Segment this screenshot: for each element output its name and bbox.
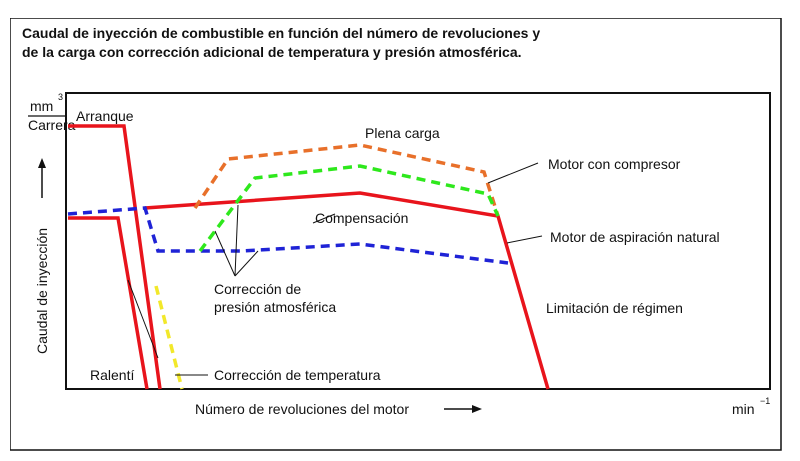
leader-ralenti	[127, 279, 159, 359]
y-axis-label: Caudal de inyección	[34, 228, 50, 354]
x-unit-exponent: −1	[760, 396, 770, 406]
label-ralenti: Ralentí	[90, 367, 134, 383]
label-plena-carga: Plena carga	[365, 125, 440, 141]
label-motor-aspiracion: Motor de aspiración natural	[550, 229, 720, 245]
leader-presion-1	[234, 204, 239, 277]
curve-ralenti	[68, 216, 149, 390]
curve-compensacion-dashed	[67, 206, 509, 265]
label-motor-compresor: Motor con compresor	[548, 156, 681, 172]
label-correccion-presion-2: presión atmosférica	[214, 299, 336, 315]
leader-motor-compresor	[487, 162, 539, 184]
curve-natural-aspiration	[144, 191, 550, 390]
curve-temperature	[154, 285, 184, 390]
y-unit-top: mm	[30, 98, 53, 114]
leader-compensacion	[312, 213, 336, 224]
curve-motor-compresor-green	[198, 164, 500, 253]
x-axis-arrow-head	[472, 405, 482, 413]
title-line-1: Caudal de inyección de combustible en fu…	[22, 25, 540, 41]
diagram-figure: Caudal de inyección de combustible en fu…	[10, 18, 782, 451]
x-axis-label: Número de revoluciones del motor	[195, 401, 409, 417]
y-axis-arrow-head	[38, 158, 46, 168]
curve-arranque	[68, 124, 162, 390]
label-compensacion: Compensación	[315, 210, 408, 226]
title-line-2: de la carga con corrección adicional de …	[22, 44, 522, 60]
y-unit-bottom: Carrera	[28, 117, 76, 133]
diagram-svg: Caudal de inyección de combustible en fu…	[10, 18, 782, 451]
label-arranque: Arranque	[76, 108, 134, 124]
figure-frame	[10, 18, 782, 451]
leader-presion-3	[234, 250, 259, 277]
y-unit-exponent: 3	[58, 92, 63, 102]
label-correccion-temp: Corrección de temperatura	[214, 367, 381, 383]
curve-plena-carga-compressor	[193, 143, 500, 217]
leader-presion-2	[214, 230, 236, 277]
x-unit: min	[732, 401, 755, 417]
leader-motor-aspiracion	[506, 235, 543, 244]
label-correccion-presion-1: Corrección de	[214, 281, 301, 297]
plot-area	[65, 92, 771, 390]
label-limitacion: Limitación de régimen	[546, 300, 683, 316]
